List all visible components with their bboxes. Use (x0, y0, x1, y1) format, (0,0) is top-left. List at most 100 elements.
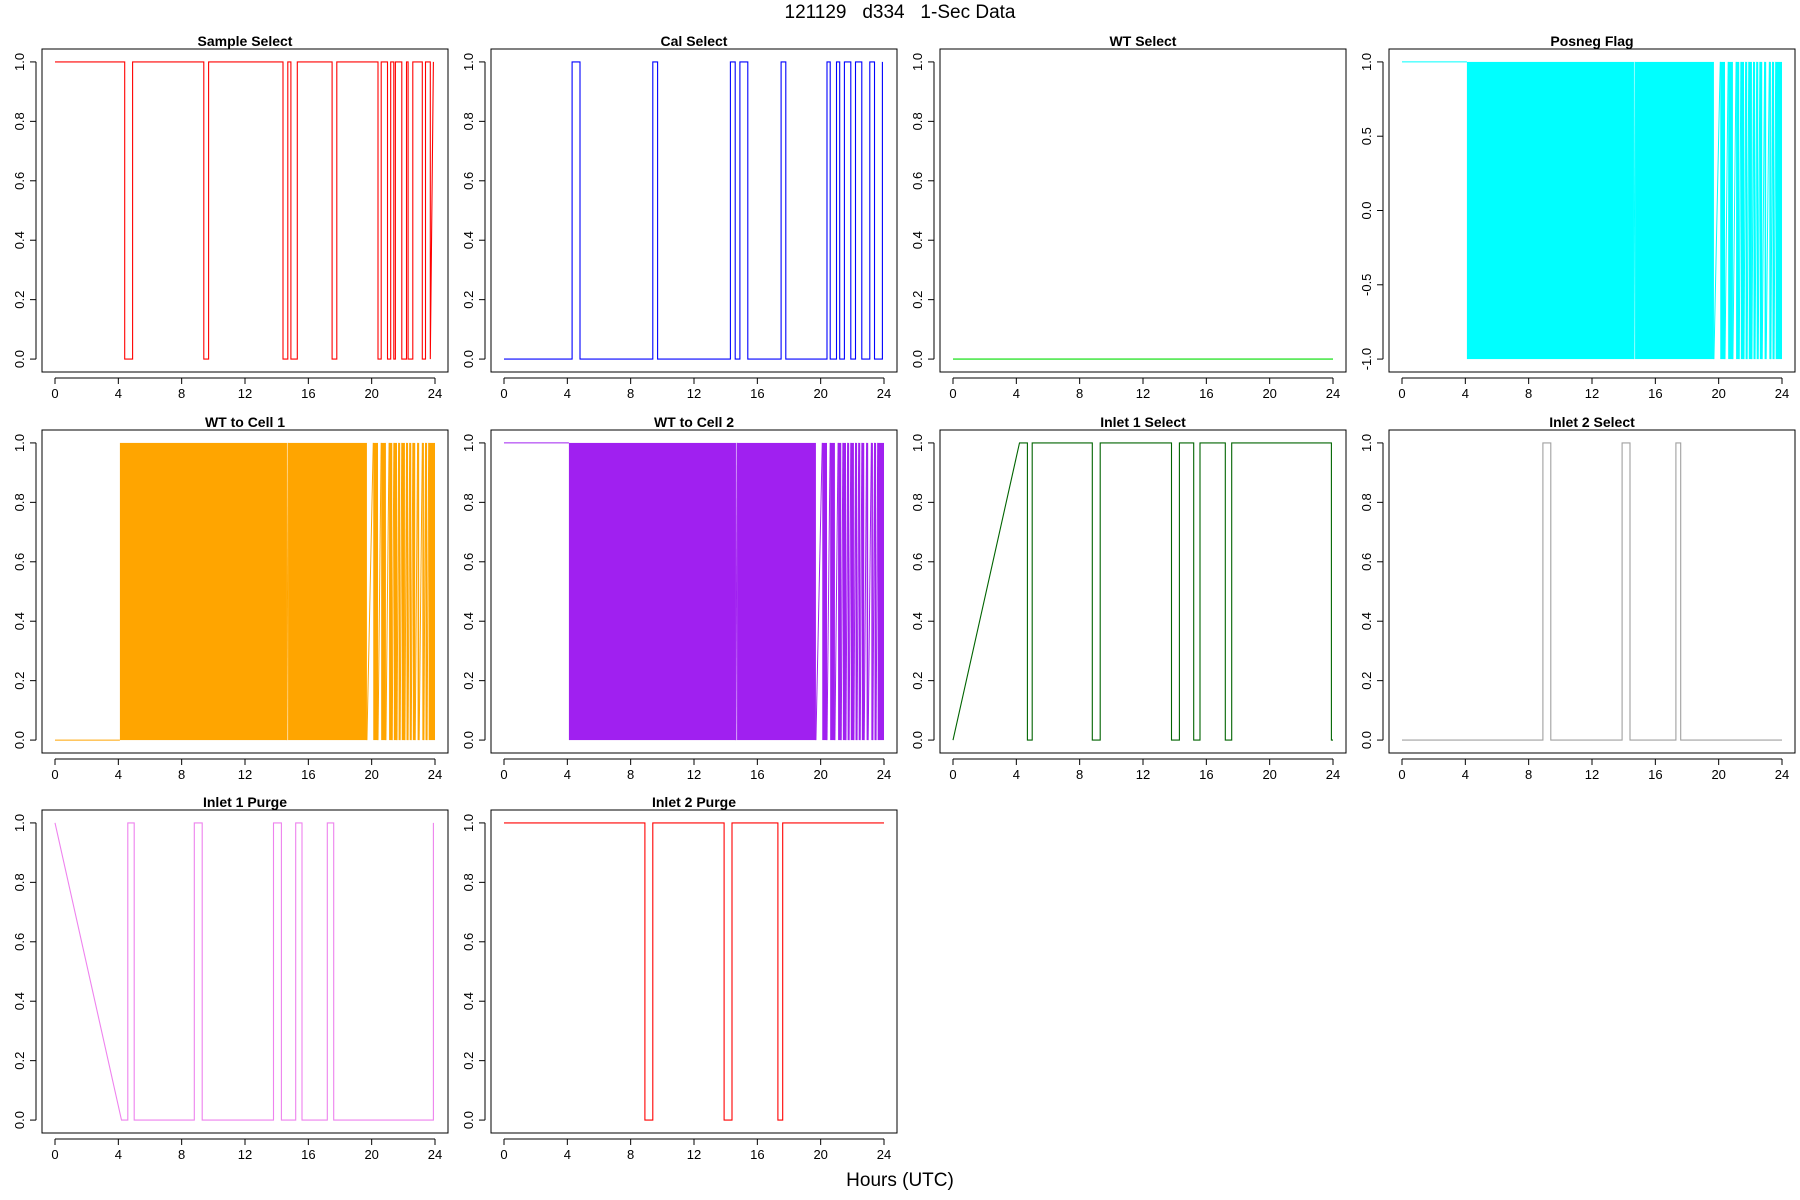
panel-title: Sample Select (198, 33, 293, 49)
data-block (1759, 61, 1763, 360)
data-block (1756, 61, 1759, 360)
plot-frame (490, 48, 898, 373)
x-tick-label: 12 (1136, 767, 1150, 782)
x-axis-label: Hours (UTC) (846, 1170, 954, 1191)
data-block (871, 442, 873, 741)
transition-line (815, 442, 823, 741)
data-block (1764, 61, 1767, 360)
data-line (1402, 442, 1782, 741)
y-tick-label: 0.2 (461, 672, 476, 690)
panel-cal-select: Cal Select 0 4 8 12 16 20 24 0.0 0.2 0.4 0.6 0.8 1.0 (461, 33, 898, 401)
transition-line (414, 442, 419, 741)
panel-wt-to-cell-2: WT to Cell 2 0 4 8 12 16 20 24 0.0 0.2 0.4 0.6 0.8 1.… (461, 414, 898, 782)
data-line (54, 822, 434, 1121)
data-block (847, 442, 850, 741)
y-tick-label: 0.6 (12, 933, 27, 951)
data-line (952, 442, 1333, 741)
data-block (1769, 61, 1771, 360)
transition-line (1633, 61, 1636, 360)
data-block (1728, 61, 1733, 360)
plot-frame (1388, 429, 1796, 754)
transition-line (1751, 61, 1755, 360)
x-tick-label: 24 (877, 767, 891, 782)
x-tick-label: 16 (750, 767, 764, 782)
data-block (737, 442, 816, 741)
x-tick-label: 24 (1326, 767, 1340, 782)
transition-line (826, 442, 831, 741)
transition-line (1713, 61, 1721, 360)
data-block (393, 442, 398, 741)
y-tick-label: 0.4 (461, 612, 476, 630)
panel-inlet-2-purge: Inlet 2 Purge 0 4 8 12 16 20 24 0.0 0.2 0.4 0.6 0.8 1… (461, 794, 898, 1162)
y-tick-label: 0.0 (12, 731, 27, 749)
x-tick-label: 24 (877, 1147, 891, 1162)
y-tick-label: 0.2 (12, 1052, 27, 1070)
x-tick-label: 16 (301, 767, 315, 782)
data-block (1775, 61, 1783, 360)
transition-line (1757, 61, 1761, 360)
data-block (858, 442, 861, 741)
y-tick-label: 1.0 (1359, 53, 1374, 71)
plot-frame (490, 429, 898, 754)
y-tick-label: 1.0 (461, 53, 476, 71)
x-tick-label: 4 (1013, 386, 1020, 401)
transition-line (404, 442, 408, 741)
x-tick-label: 16 (1648, 767, 1662, 782)
y-tick-label: 0.8 (910, 112, 925, 130)
x-tick-label: 20 (1711, 386, 1725, 401)
data-block (1635, 61, 1714, 360)
transition-line (853, 442, 857, 741)
transition-line (1738, 61, 1742, 360)
x-tick-label: 0 (51, 1147, 58, 1162)
x-tick-label: 24 (1775, 767, 1789, 782)
y-tick-label: 0.6 (12, 172, 27, 190)
data-block (861, 442, 865, 741)
transition-line (1754, 61, 1758, 360)
panel-inlet-2-select: Inlet 2 Select 0 4 8 12 16 20 24 0.0 0.2 0.4 0.6 0.8… (1359, 414, 1796, 782)
panel-title: Inlet 2 Purge (652, 794, 736, 810)
y-tick-label: 0.4 (461, 992, 476, 1010)
plot-frame (41, 429, 449, 754)
y-tick-label: 1.0 (910, 53, 925, 71)
x-tick-label: 0 (500, 386, 507, 401)
transition-line (863, 442, 868, 741)
y-tick-label: 0.6 (461, 933, 476, 951)
y-tick-label: -0.5 (1359, 274, 1374, 296)
x-tick-label: 8 (1076, 767, 1083, 782)
x-tick-label: 20 (364, 386, 378, 401)
data-block (850, 442, 854, 741)
data-block (425, 442, 428, 741)
transition-line (1765, 61, 1770, 360)
transition-line (859, 442, 863, 741)
data-block (568, 442, 736, 741)
data-block (422, 442, 424, 741)
y-tick-label: 0.4 (1359, 612, 1374, 630)
y-tick-label: 0.0 (461, 350, 476, 368)
x-tick-label: 4 (115, 386, 122, 401)
data-block (877, 442, 885, 741)
panel-wt-to-cell-1: WT to Cell 1 0 4 8 12 16 20 24 0.0 0.2 0.4 0.6 0.8 1.… (12, 414, 449, 782)
y-tick-label: 0.2 (1359, 672, 1374, 690)
plot-frame (41, 809, 449, 1134)
panel-posneg-flag: Posneg Flag 0 4 8 12 16 20 24 -1.0 -0.5 0.0 0.5 1.0 (1359, 33, 1796, 401)
y-tick-label: 0.2 (461, 1052, 476, 1070)
panel-wt-select: WT Select 0 4 8 12 16 20 24 0.0 0.2 0.4 0.6 0.8 1.0 (910, 33, 1347, 401)
y-tick-label: 0.0 (12, 350, 27, 368)
x-tick-label: 12 (1585, 386, 1599, 401)
x-tick-label: 20 (813, 1147, 827, 1162)
panel-title: Cal Select (661, 33, 728, 49)
panel-title: WT to Cell 2 (654, 414, 734, 430)
data-block (874, 442, 877, 741)
y-tick-label: 0.8 (461, 873, 476, 891)
transition-line (735, 442, 738, 741)
transition-line (410, 442, 414, 741)
data-block (428, 442, 436, 741)
x-tick-label: 4 (1013, 767, 1020, 782)
transition-line (1724, 61, 1729, 360)
x-tick-label: 24 (428, 767, 442, 782)
y-tick-label: 0.8 (12, 873, 27, 891)
x-tick-label: 12 (687, 767, 701, 782)
y-tick-label: 0.0 (1359, 731, 1374, 749)
